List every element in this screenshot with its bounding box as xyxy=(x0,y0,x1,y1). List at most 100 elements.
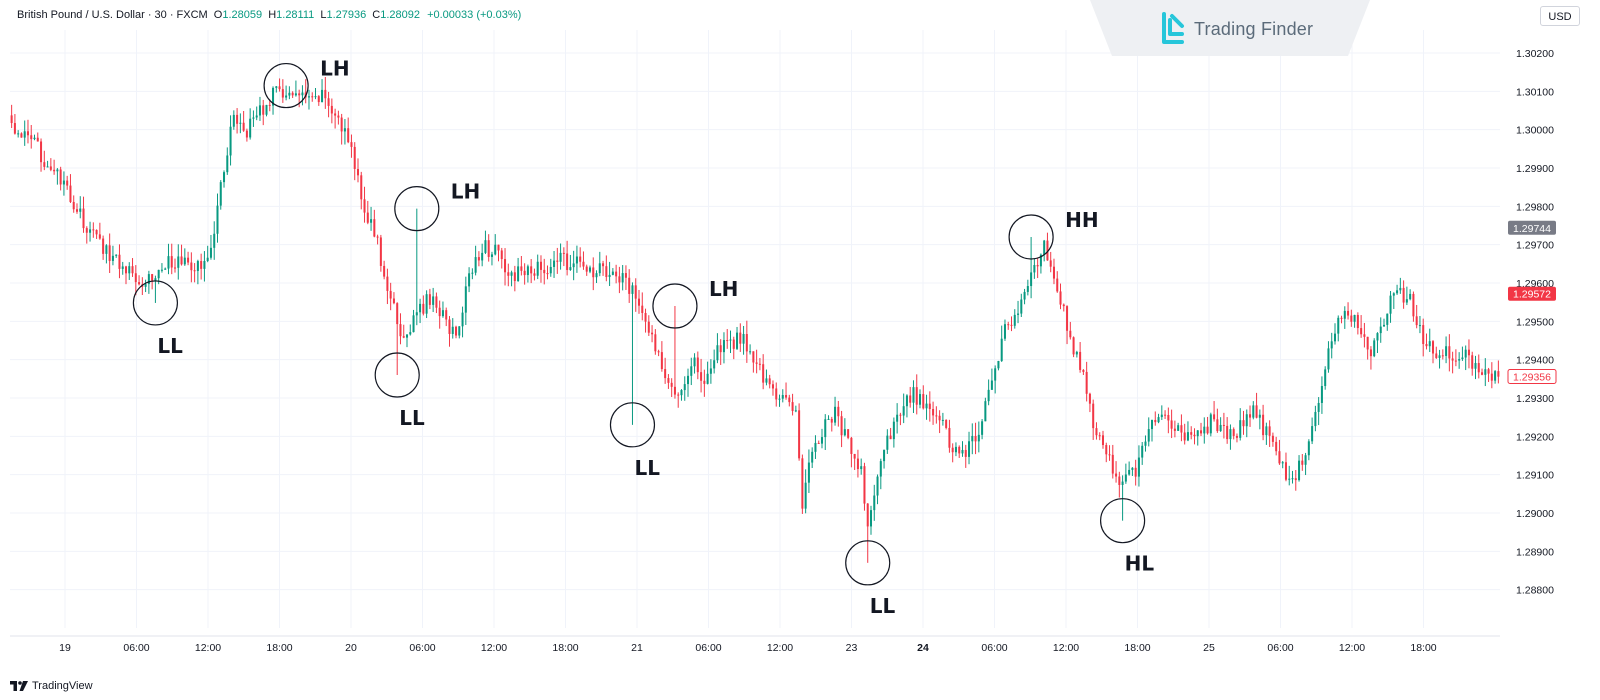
price-badge: 1.29356 xyxy=(1507,369,1557,385)
candle-body xyxy=(745,334,748,352)
candle-body xyxy=(830,418,833,423)
candle-body xyxy=(1108,454,1111,456)
currency-button[interactable]: USD xyxy=(1540,6,1580,26)
candle-body xyxy=(1275,441,1278,452)
candle-body xyxy=(752,351,755,363)
candle-body xyxy=(415,312,418,316)
low-key: L xyxy=(320,9,327,21)
swing-label: LL xyxy=(634,456,660,480)
candle-body xyxy=(677,394,680,396)
candle-body xyxy=(1291,478,1294,480)
time-tick-label: 06:00 xyxy=(695,642,721,654)
candle-body xyxy=(575,256,578,264)
candle-body xyxy=(1317,402,1320,412)
candle-body xyxy=(1428,341,1431,347)
candle-body xyxy=(1232,429,1235,436)
candle-body xyxy=(438,307,441,317)
swing-label: HL xyxy=(1125,552,1155,576)
candle-body xyxy=(918,394,922,405)
candle-body xyxy=(144,284,147,287)
candle-body xyxy=(837,406,840,417)
candle-body xyxy=(66,180,69,186)
time-axis: 19 06:00 12:00 18:00 20 06:00 12:00 18:00 21 06:0… xyxy=(59,642,1437,654)
candle-body xyxy=(1013,314,1016,326)
candle-body xyxy=(1471,355,1474,369)
candle-body xyxy=(347,128,350,143)
candle-body xyxy=(1085,371,1088,394)
candle-body xyxy=(804,482,807,509)
candle-body xyxy=(1298,460,1301,481)
candle-body xyxy=(298,93,301,96)
candle-body xyxy=(422,303,425,314)
candle-body xyxy=(353,146,356,169)
candle-body xyxy=(392,298,395,304)
price-badge-label: 1.29572 xyxy=(1513,289,1551,301)
candle-body xyxy=(324,89,327,99)
candle-body xyxy=(1399,287,1402,291)
candle-body xyxy=(654,334,657,352)
candle-body xyxy=(1186,432,1189,441)
candle-body xyxy=(834,406,837,423)
candle-body xyxy=(1026,286,1029,292)
candle-body xyxy=(637,298,641,306)
candle-body xyxy=(1350,315,1353,322)
time-tick-label: 18:00 xyxy=(266,642,292,654)
candle-body xyxy=(1255,405,1258,418)
brand-logo: Trading Finder xyxy=(1160,9,1313,49)
candle-body xyxy=(853,453,856,459)
candle-body xyxy=(183,257,186,265)
candle-body xyxy=(428,294,431,305)
swing-circle xyxy=(132,280,179,326)
candle-body xyxy=(1432,341,1435,354)
time-tick-label: 18:00 xyxy=(552,642,578,654)
candle-body xyxy=(798,410,801,459)
candle-body xyxy=(1320,386,1323,403)
candle-body xyxy=(1284,462,1287,480)
price-tick-label: 1.29500 xyxy=(1516,316,1554,328)
candle-body xyxy=(268,104,271,106)
candle-body xyxy=(513,272,516,282)
candle-body xyxy=(79,208,82,212)
swing-label: HH xyxy=(1065,208,1098,232)
candle-body xyxy=(327,98,330,106)
candle-body xyxy=(932,408,935,416)
candle-body xyxy=(938,415,941,421)
candle-body xyxy=(968,441,971,457)
candle-body xyxy=(781,395,784,399)
candle-body xyxy=(716,345,719,361)
candle-body xyxy=(1209,414,1212,434)
candle-body xyxy=(1490,373,1493,381)
candle-body xyxy=(605,266,608,278)
candle-body xyxy=(1484,369,1487,375)
candle-body xyxy=(1003,324,1006,339)
candle-body xyxy=(1477,363,1480,373)
candle-body xyxy=(977,434,980,442)
price-badge-box xyxy=(1508,220,1556,235)
candle-body xyxy=(1356,314,1359,329)
candle-body xyxy=(1222,424,1225,426)
candle-body xyxy=(631,285,634,294)
candle-body xyxy=(1023,291,1026,300)
candle-body xyxy=(1190,432,1193,435)
tradingview-logo[interactable]: TradingView xyxy=(10,680,93,692)
swing-label: LH xyxy=(451,180,480,204)
candle-body xyxy=(961,449,964,454)
candle-body xyxy=(543,269,546,274)
candle-body xyxy=(288,92,291,96)
candle-body xyxy=(213,233,216,248)
time-tick-label: 18:00 xyxy=(1124,642,1150,654)
swing-circle xyxy=(374,352,420,398)
candle-body xyxy=(1039,254,1042,267)
candle-body xyxy=(294,93,297,96)
candle-body xyxy=(1020,299,1023,314)
candle-body xyxy=(971,435,974,442)
candle-body xyxy=(1017,313,1020,315)
candle-body xyxy=(1369,349,1372,357)
candle-body xyxy=(621,273,624,283)
candle-body xyxy=(768,378,771,385)
candle-body xyxy=(902,406,905,416)
candle-body xyxy=(984,401,987,422)
candle-body xyxy=(216,205,219,234)
candle-body xyxy=(1160,414,1163,418)
